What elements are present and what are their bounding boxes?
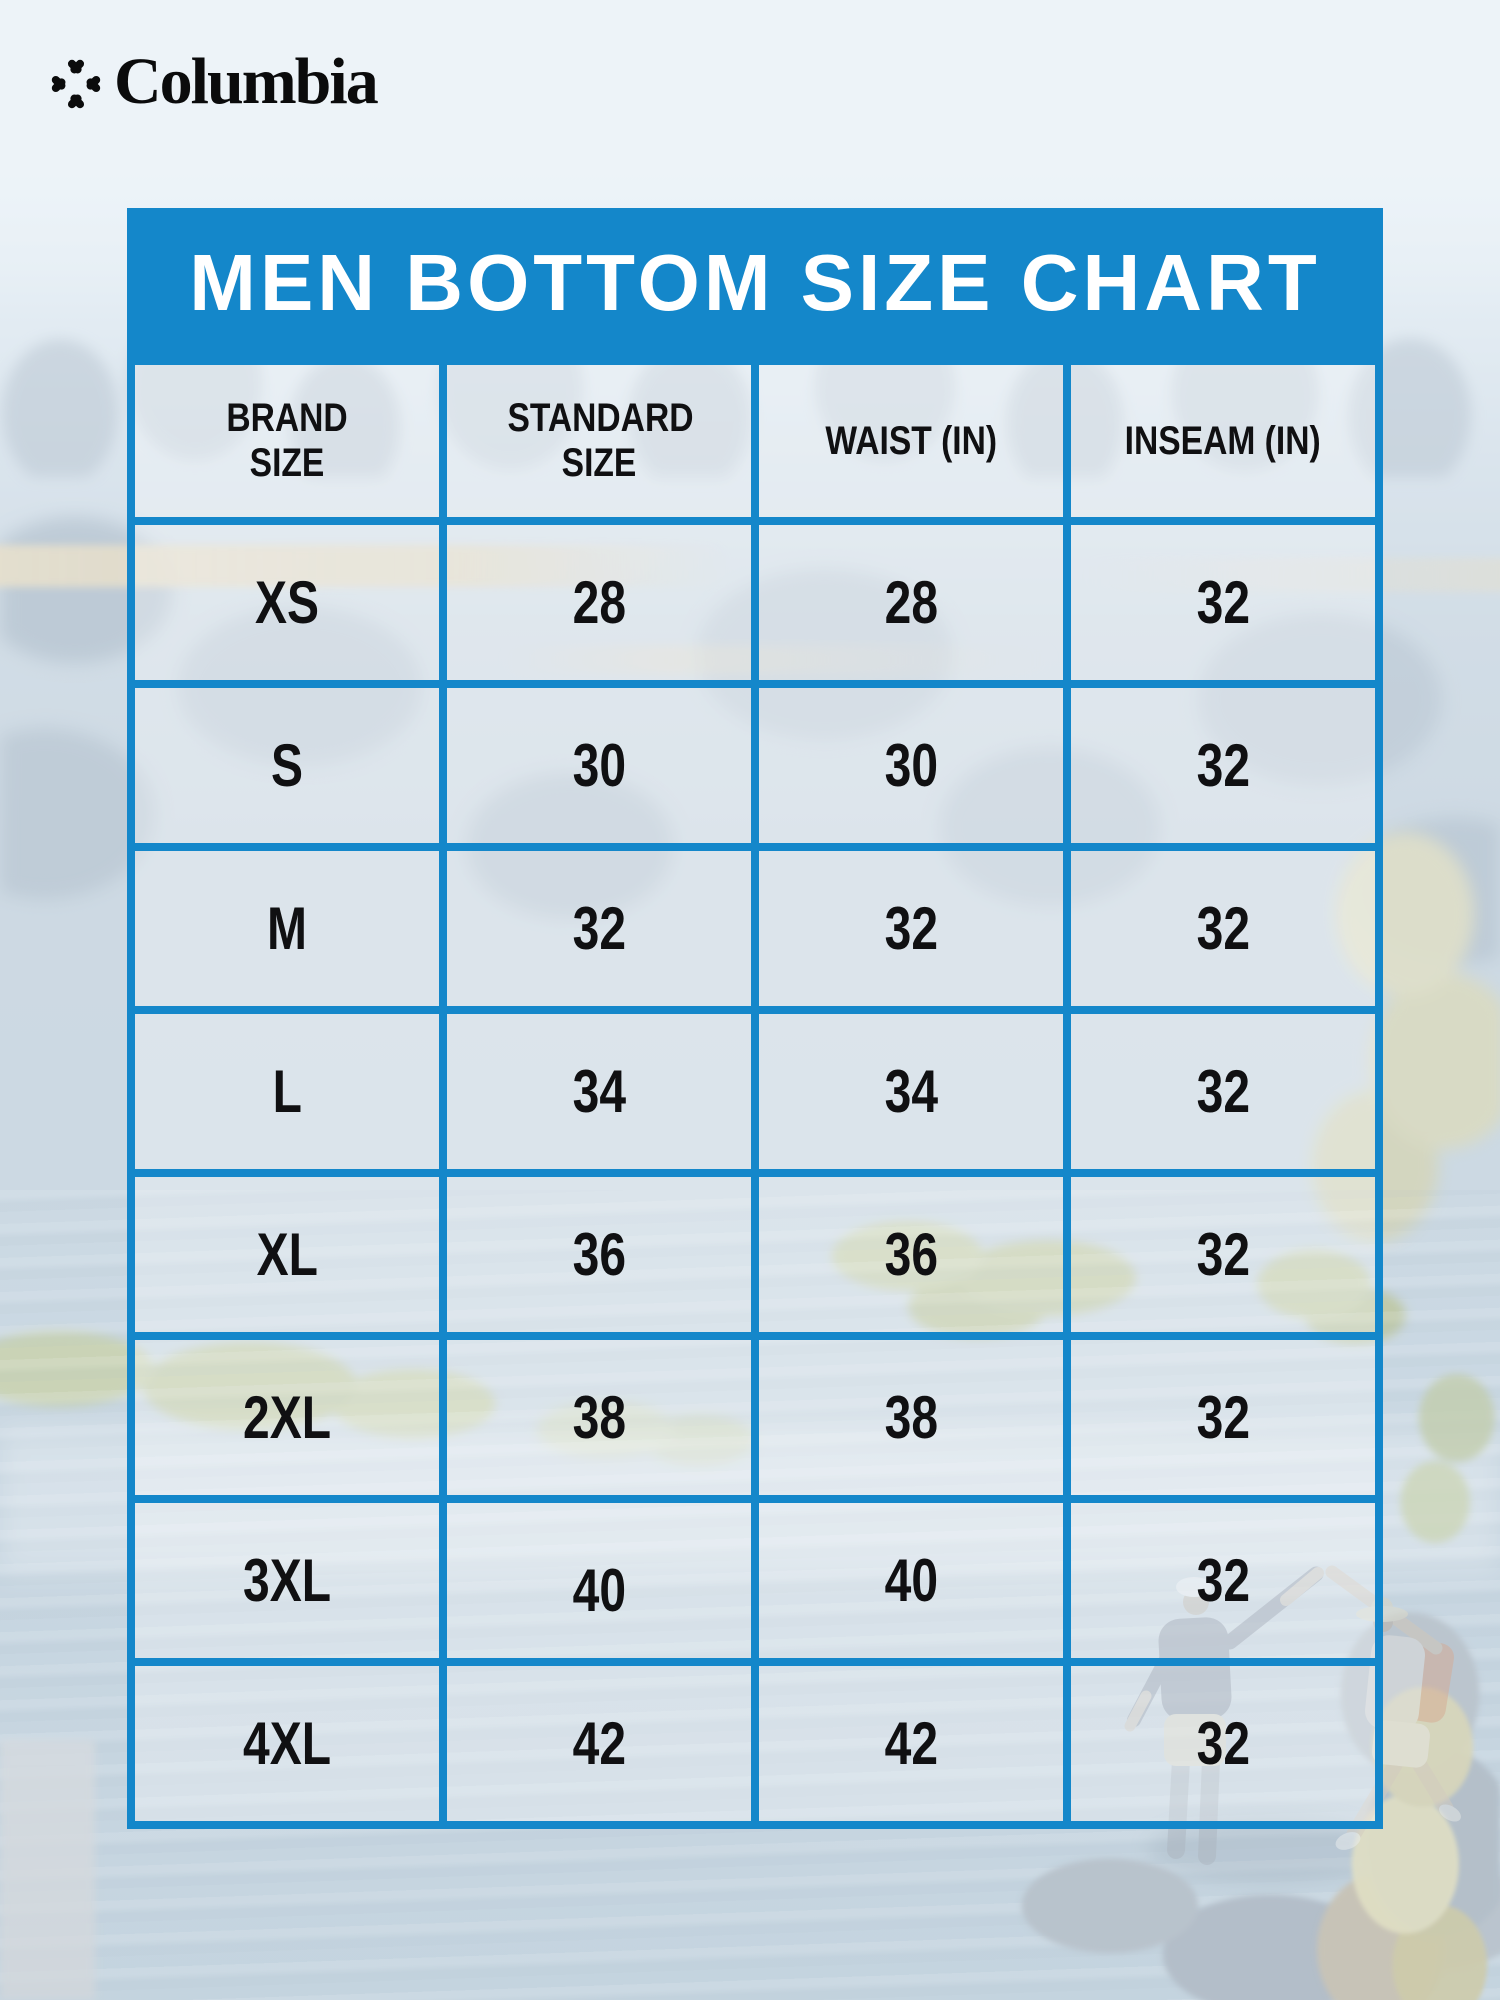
column-header-inseam: INSEAM (IN) — [1063, 357, 1383, 525]
size-row-xl: XL 36 36 32 — [127, 1169, 1383, 1340]
header-row: BRAND SIZE STANDARD SIZE WAIST (IN) INSE… — [127, 357, 1383, 525]
size-row-m: M 32 32 32 — [127, 843, 1383, 1014]
column-header-waist: WAIST (IN) — [751, 357, 1071, 525]
brand-size-cell: S — [127, 680, 447, 851]
waist-cell: 30 — [751, 680, 1071, 851]
waist-cell: 42 — [751, 1658, 1071, 1829]
column-header-brand-size: BRAND SIZE — [127, 357, 447, 525]
standard-size-cell: 40 — [439, 1495, 759, 1666]
brand-size-cell: 2XL — [127, 1332, 447, 1503]
standard-size-cell: 42 — [439, 1658, 759, 1829]
size-table: BRAND SIZE STANDARD SIZE WAIST (IN) INSE… — [127, 357, 1383, 1829]
chart-title: MEN BOTTOM SIZE CHART — [189, 238, 1321, 327]
chart-title-band: MEN BOTTOM SIZE CHART — [127, 208, 1383, 358]
brand-name: Columbia — [114, 45, 379, 118]
inseam-cell: 32 — [1063, 1332, 1383, 1503]
brand-size-cell: XS — [127, 517, 447, 688]
brand-size-cell: L — [127, 1006, 447, 1177]
size-row-2xl: 2XL 38 38 32 — [127, 1332, 1383, 1503]
inseam-cell: 32 — [1063, 1169, 1383, 1340]
standard-size-cell: 34 — [439, 1006, 759, 1177]
size-row-3xl: 3XL 40 40 32 — [127, 1495, 1383, 1666]
waist-cell: 28 — [751, 517, 1071, 688]
photo-bush — [1392, 1355, 1500, 1565]
waist-cell: 36 — [751, 1169, 1071, 1340]
size-row-s: S 30 30 32 — [127, 680, 1383, 851]
waist-cell: 34 — [751, 1006, 1071, 1177]
standard-size-cell: 32 — [439, 843, 759, 1014]
inseam-cell: 32 — [1063, 1006, 1383, 1177]
standard-size-cell: 30 — [439, 680, 759, 851]
standard-size-cell: 38 — [439, 1332, 759, 1503]
inseam-cell: 32 — [1063, 680, 1383, 851]
size-chart-card: MEN BOTTOM SIZE CHART BRAND SIZE STANDAR… — [127, 208, 1383, 1829]
inseam-cell: 32 — [1063, 517, 1383, 688]
photo-rock-edge — [0, 1740, 95, 2000]
column-header-standard-size: STANDARD SIZE — [439, 357, 759, 525]
brand-size-cell: 4XL — [127, 1658, 447, 1829]
brand-size-cell: 3XL — [127, 1495, 447, 1666]
size-row-xs: XS 28 28 32 — [127, 517, 1383, 688]
columbia-logo: Columbia — [44, 34, 464, 130]
standard-size-cell: 28 — [439, 517, 759, 688]
size-row-4xl: 4XL 42 42 32 — [127, 1658, 1383, 1829]
brand-size-cell: M — [127, 843, 447, 1014]
standard-size-cell: 36 — [439, 1169, 759, 1340]
waist-cell: 32 — [751, 843, 1071, 1014]
inseam-cell: 32 — [1063, 1495, 1383, 1666]
inseam-cell: 32 — [1063, 843, 1383, 1014]
waist-cell: 38 — [751, 1332, 1071, 1503]
columbia-diamond-icon — [51, 59, 101, 109]
size-row-l: L 34 34 32 — [127, 1006, 1383, 1177]
brand-size-cell: XL — [127, 1169, 447, 1340]
inseam-cell: 32 — [1063, 1658, 1383, 1829]
waist-cell: 40 — [751, 1495, 1071, 1666]
